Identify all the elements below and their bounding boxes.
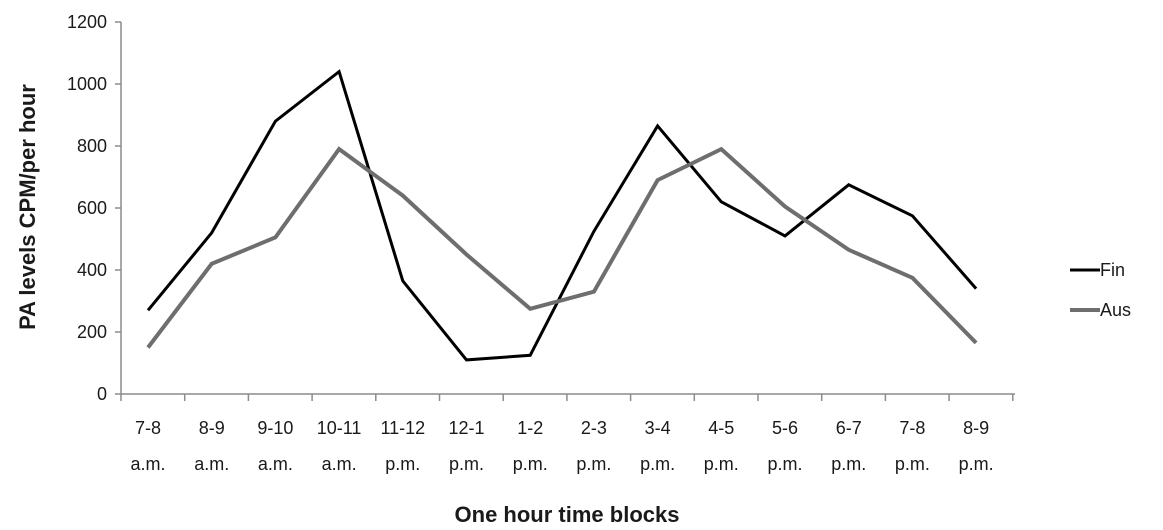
x-tick-label: 6-7 — [836, 418, 862, 438]
y-tick-label: 400 — [77, 260, 107, 280]
x-tick-sublabel: p.m. — [576, 454, 611, 474]
series-line-fin — [146, 69, 978, 362]
axes: 0 200 400 600 800 1000 1200 7-8 a.m. 8-9 a.m. 9-10 a… — [67, 12, 1015, 474]
x-tick-sublabel: p.m. — [767, 454, 802, 474]
x-tick-sublabel: p.m. — [513, 454, 548, 474]
x-tick-label: 4-5 — [708, 418, 734, 438]
legend: Fin Aus — [1070, 260, 1131, 320]
y-tick-label: 1200 — [67, 12, 107, 32]
x-tick-label: 11-12 — [380, 418, 425, 438]
legend-label-fin: Fin — [1100, 260, 1125, 280]
x-tick-label: 2-3 — [581, 418, 607, 438]
x-tick-label: 8-9 — [963, 418, 989, 438]
y-tick-label: 600 — [77, 198, 107, 218]
x-tick-label: 8-9 — [199, 418, 225, 438]
x-axis-title: One hour time blocks — [455, 502, 680, 525]
x-tick-sublabel: a.m. — [194, 454, 229, 474]
x-tick-label: 5-6 — [772, 418, 798, 438]
y-tick-label: 800 — [77, 136, 107, 156]
y-tick-label: 200 — [77, 322, 107, 342]
y-axis-title: PA levels CPM/per hour — [15, 84, 40, 330]
series-lines — [146, 69, 978, 362]
x-tick-label: 7-8 — [899, 418, 925, 438]
x-tick-sublabel: p.m. — [385, 454, 420, 474]
x-tick-sublabel: p.m. — [959, 454, 994, 474]
x-tick-sublabel: p.m. — [704, 454, 739, 474]
x-tick-sublabel: p.m. — [831, 454, 866, 474]
x-tick-label: 7-8 — [135, 418, 161, 438]
x-tick-label: 3-4 — [645, 418, 671, 438]
x-tick-sublabel: a.m. — [130, 454, 165, 474]
series-line-aus — [146, 146, 978, 349]
legend-label-aus: Aus — [1100, 300, 1131, 320]
x-tick-sublabel: a.m. — [322, 454, 357, 474]
x-tick-sublabel: p.m. — [449, 454, 484, 474]
y-tick-label: 1000 — [67, 74, 107, 94]
x-tick-label: 9-10 — [257, 418, 293, 438]
x-tick-label: 12-1 — [448, 418, 484, 438]
y-tick-label: 0 — [97, 384, 107, 404]
x-tick-sublabel: a.m. — [258, 454, 293, 474]
x-tick-label: 10-11 — [317, 418, 362, 438]
x-tick-label: 1-2 — [517, 418, 543, 438]
x-tick-sublabel: p.m. — [640, 454, 675, 474]
x-tick-sublabel: p.m. — [895, 454, 930, 474]
